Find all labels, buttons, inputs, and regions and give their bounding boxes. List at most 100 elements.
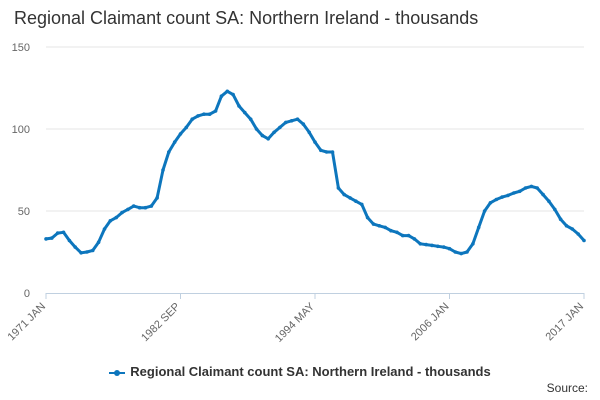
data-point bbox=[471, 242, 475, 246]
series-line bbox=[44, 89, 586, 256]
data-point bbox=[441, 245, 446, 249]
data-point bbox=[225, 89, 230, 94]
y-tick-label: 100 bbox=[12, 124, 30, 136]
data-point bbox=[44, 237, 48, 241]
data-point bbox=[436, 244, 440, 249]
data-point bbox=[237, 104, 241, 108]
data-point bbox=[50, 236, 54, 240]
data-point bbox=[96, 240, 101, 244]
data-point bbox=[278, 125, 282, 130]
legend[interactable]: Regional Claimant count SA: Northern Ire… bbox=[0, 364, 600, 379]
data-point bbox=[412, 237, 417, 241]
data-point bbox=[424, 242, 428, 247]
data-point bbox=[91, 248, 95, 253]
data-point bbox=[342, 192, 347, 197]
data-point bbox=[143, 205, 148, 210]
data-point bbox=[260, 133, 265, 138]
x-tick-label: 1971 JAN bbox=[5, 301, 48, 344]
data-point bbox=[354, 199, 358, 203]
data-point bbox=[73, 245, 77, 249]
data-point bbox=[482, 209, 487, 213]
data-point bbox=[494, 197, 499, 202]
y-tick-label: 150 bbox=[12, 42, 30, 54]
data-point bbox=[336, 186, 341, 190]
data-point bbox=[447, 246, 452, 251]
data-point bbox=[289, 119, 294, 123]
data-point bbox=[523, 186, 528, 190]
y-axis-tick-labels: 0 50 100 150 bbox=[12, 42, 30, 300]
data-point bbox=[108, 219, 113, 223]
data-point bbox=[243, 110, 247, 115]
data-point bbox=[67, 238, 72, 243]
data-point bbox=[324, 150, 329, 154]
data-point bbox=[126, 207, 130, 212]
data-point bbox=[383, 225, 388, 230]
data-point bbox=[371, 222, 376, 226]
data-point bbox=[301, 122, 306, 126]
data-point bbox=[582, 238, 586, 243]
data-point bbox=[576, 232, 580, 236]
data-point bbox=[377, 224, 382, 228]
data-point bbox=[178, 132, 183, 136]
data-point bbox=[564, 224, 569, 228]
data-point bbox=[254, 127, 259, 131]
y-tick-label: 0 bbox=[24, 288, 30, 300]
legend-marker-icon bbox=[109, 369, 126, 376]
y-tick-label: 50 bbox=[18, 206, 30, 218]
data-point bbox=[131, 204, 136, 208]
data-point bbox=[202, 112, 206, 116]
data-point bbox=[488, 201, 493, 205]
data-point bbox=[85, 250, 89, 254]
data-point bbox=[400, 233, 405, 238]
gridlines bbox=[46, 46, 584, 212]
x-tick-label: 1994 MAY bbox=[273, 300, 318, 345]
data-point bbox=[231, 92, 235, 97]
data-point bbox=[558, 217, 563, 221]
data-point bbox=[535, 186, 539, 190]
data-point bbox=[395, 230, 399, 235]
data-point bbox=[248, 117, 253, 121]
data-point bbox=[272, 130, 276, 135]
data-point bbox=[207, 112, 212, 116]
data-point bbox=[55, 231, 60, 235]
data-point bbox=[184, 125, 189, 130]
x-tick-label: 2006 JAN bbox=[409, 301, 452, 344]
data-point bbox=[418, 242, 423, 246]
data-point bbox=[167, 150, 171, 154]
data-point bbox=[529, 184, 534, 189]
data-point bbox=[161, 168, 165, 172]
data-point bbox=[319, 148, 323, 153]
data-point bbox=[114, 215, 118, 220]
data-point bbox=[459, 251, 464, 256]
data-point bbox=[213, 109, 218, 113]
data-point bbox=[512, 191, 516, 195]
data-point bbox=[506, 193, 510, 198]
data-point bbox=[348, 196, 352, 200]
legend-label: Regional Claimant count SA: Northern Ire… bbox=[130, 364, 491, 379]
data-point bbox=[330, 150, 335, 154]
data-point bbox=[313, 140, 317, 144]
data-point bbox=[266, 137, 271, 141]
data-point bbox=[307, 130, 312, 135]
data-point bbox=[295, 117, 300, 121]
x-tick-label: 2017 JAN bbox=[543, 301, 586, 344]
data-point bbox=[453, 250, 458, 254]
data-point bbox=[137, 205, 142, 210]
data-point bbox=[476, 225, 481, 230]
data-point bbox=[61, 230, 66, 235]
data-point bbox=[155, 196, 159, 200]
data-point bbox=[465, 250, 469, 254]
x-tick-label: 1982 SEP bbox=[139, 301, 183, 345]
x-axis bbox=[45, 293, 585, 299]
data-point bbox=[365, 215, 370, 220]
series-layer bbox=[44, 89, 586, 256]
data-point bbox=[149, 204, 154, 208]
data-point bbox=[406, 233, 411, 238]
data-point bbox=[553, 207, 557, 212]
data-point bbox=[172, 140, 177, 144]
data-point bbox=[500, 195, 504, 199]
data-point bbox=[284, 120, 288, 125]
data-point bbox=[430, 243, 434, 248]
data-point bbox=[120, 210, 124, 215]
